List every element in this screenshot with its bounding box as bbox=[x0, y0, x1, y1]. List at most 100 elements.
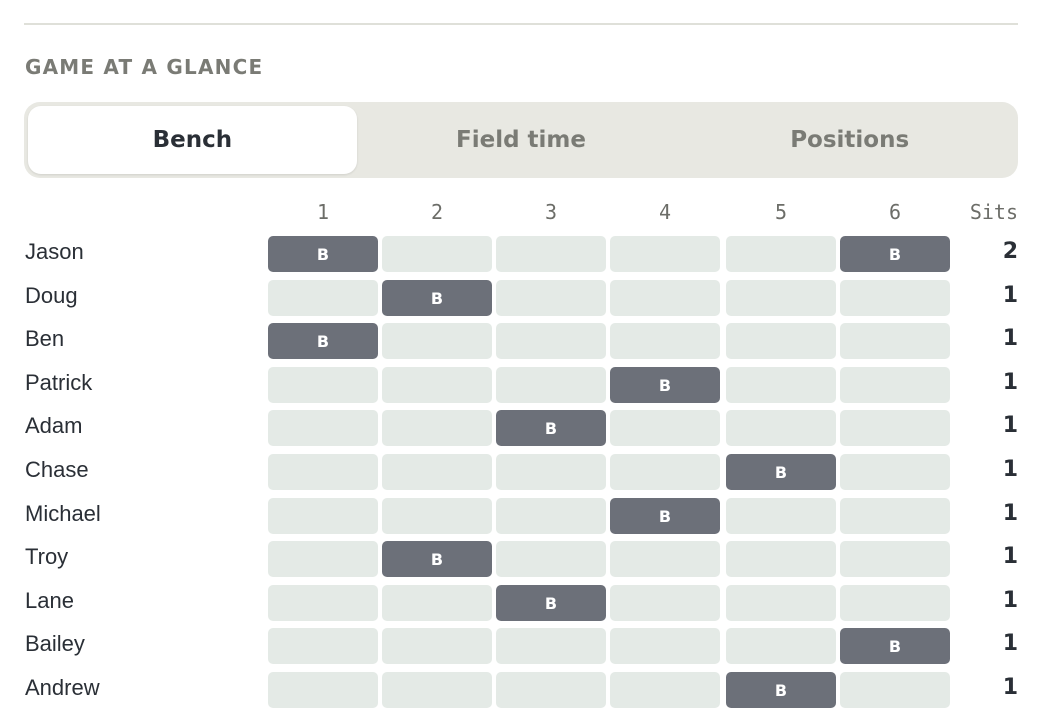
bench-cell: B bbox=[382, 280, 492, 316]
player-name: Lane bbox=[25, 588, 74, 613]
empty-cell bbox=[382, 498, 492, 534]
empty-cell bbox=[496, 323, 606, 359]
empty-cell bbox=[726, 498, 836, 534]
empty-cell bbox=[610, 585, 720, 621]
sits-count: 1 bbox=[1002, 501, 1018, 526]
empty-cell bbox=[840, 585, 950, 621]
player-row: Troy B 1 bbox=[0, 541, 1042, 577]
empty-cell bbox=[726, 585, 836, 621]
player-row: Jason B B 2 bbox=[0, 236, 1042, 272]
empty-cell bbox=[382, 323, 492, 359]
top-divider bbox=[24, 23, 1018, 25]
view-toggle: Bench Field time Positions bbox=[24, 102, 1018, 178]
empty-cell bbox=[840, 280, 950, 316]
sits-count: 1 bbox=[1002, 675, 1018, 700]
period-header-6: 6 bbox=[888, 200, 902, 224]
empty-cell bbox=[268, 672, 378, 708]
sits-count: 1 bbox=[1002, 283, 1018, 308]
player-name: Bailey bbox=[25, 631, 85, 656]
tab-field-time[interactable]: Field time bbox=[456, 127, 586, 153]
empty-cell bbox=[268, 410, 378, 446]
empty-cell bbox=[382, 672, 492, 708]
empty-cell bbox=[726, 367, 836, 403]
empty-cell bbox=[382, 628, 492, 664]
empty-cell bbox=[610, 672, 720, 708]
player-row: Patrick B 1 bbox=[0, 367, 1042, 403]
player-name: Michael bbox=[25, 501, 101, 526]
empty-cell bbox=[610, 323, 720, 359]
empty-cell bbox=[726, 236, 836, 272]
empty-cell bbox=[496, 672, 606, 708]
tab-bench[interactable]: Bench bbox=[28, 106, 357, 174]
sits-header: Sits bbox=[969, 200, 1018, 224]
empty-cell bbox=[840, 323, 950, 359]
empty-cell bbox=[382, 367, 492, 403]
player-name: Jason bbox=[25, 239, 84, 264]
player-row: Ben B 1 bbox=[0, 323, 1042, 359]
section-title: GAME AT A GLANCE bbox=[25, 55, 264, 79]
player-row: Lane B 1 bbox=[0, 585, 1042, 621]
sits-count: 1 bbox=[1002, 326, 1018, 351]
empty-cell bbox=[496, 367, 606, 403]
player-name: Ben bbox=[25, 326, 65, 351]
period-header-1: 1 bbox=[316, 200, 330, 224]
player-row: Doug B 1 bbox=[0, 280, 1042, 316]
empty-cell bbox=[268, 585, 378, 621]
empty-cell bbox=[496, 236, 606, 272]
sits-count: 2 bbox=[1002, 239, 1018, 264]
empty-cell bbox=[726, 410, 836, 446]
empty-cell bbox=[840, 367, 950, 403]
empty-cell bbox=[726, 628, 836, 664]
sits-count: 1 bbox=[1002, 370, 1018, 395]
bench-cell: B bbox=[610, 498, 720, 534]
bench-cell: B bbox=[840, 236, 950, 272]
empty-cell bbox=[496, 280, 606, 316]
bench-cell: B bbox=[382, 541, 492, 577]
empty-cell bbox=[268, 628, 378, 664]
bench-cell: B bbox=[496, 410, 606, 446]
empty-cell bbox=[610, 454, 720, 490]
empty-cell bbox=[268, 541, 378, 577]
sits-count: 1 bbox=[1002, 413, 1018, 438]
player-row: Andrew B 1 bbox=[0, 672, 1042, 708]
period-header-5: 5 bbox=[774, 200, 788, 224]
empty-cell bbox=[726, 323, 836, 359]
empty-cell bbox=[268, 454, 378, 490]
bench-cell: B bbox=[268, 323, 378, 359]
empty-cell bbox=[382, 236, 492, 272]
empty-cell bbox=[610, 541, 720, 577]
empty-cell bbox=[840, 498, 950, 534]
empty-cell bbox=[610, 280, 720, 316]
player-row: Chase B 1 bbox=[0, 454, 1042, 490]
empty-cell bbox=[382, 454, 492, 490]
empty-cell bbox=[840, 541, 950, 577]
empty-cell bbox=[726, 541, 836, 577]
bench-cell: B bbox=[726, 672, 836, 708]
player-name: Patrick bbox=[25, 370, 93, 395]
sits-count: 1 bbox=[1002, 631, 1018, 656]
empty-cell bbox=[496, 454, 606, 490]
period-header-4: 4 bbox=[658, 200, 672, 224]
empty-cell bbox=[610, 628, 720, 664]
sits-count: 1 bbox=[1002, 457, 1018, 482]
empty-cell bbox=[382, 585, 492, 621]
sits-count: 1 bbox=[1002, 588, 1018, 613]
empty-cell bbox=[268, 367, 378, 403]
empty-cell bbox=[840, 410, 950, 446]
bench-cell: B bbox=[268, 236, 378, 272]
empty-cell bbox=[726, 280, 836, 316]
bench-cell: B bbox=[610, 367, 720, 403]
player-name: Chase bbox=[25, 457, 89, 482]
player-row: Michael B 1 bbox=[0, 498, 1042, 534]
empty-cell bbox=[268, 498, 378, 534]
empty-cell bbox=[610, 410, 720, 446]
period-header-3: 3 bbox=[544, 200, 558, 224]
player-name: Doug bbox=[25, 283, 78, 308]
bench-cell: B bbox=[726, 454, 836, 490]
player-name: Troy bbox=[25, 544, 69, 569]
empty-cell bbox=[496, 498, 606, 534]
sits-count: 1 bbox=[1002, 544, 1018, 569]
tab-positions[interactable]: Positions bbox=[790, 127, 910, 153]
player-row: Adam B 1 bbox=[0, 410, 1042, 446]
player-row: Bailey B 1 bbox=[0, 628, 1042, 664]
